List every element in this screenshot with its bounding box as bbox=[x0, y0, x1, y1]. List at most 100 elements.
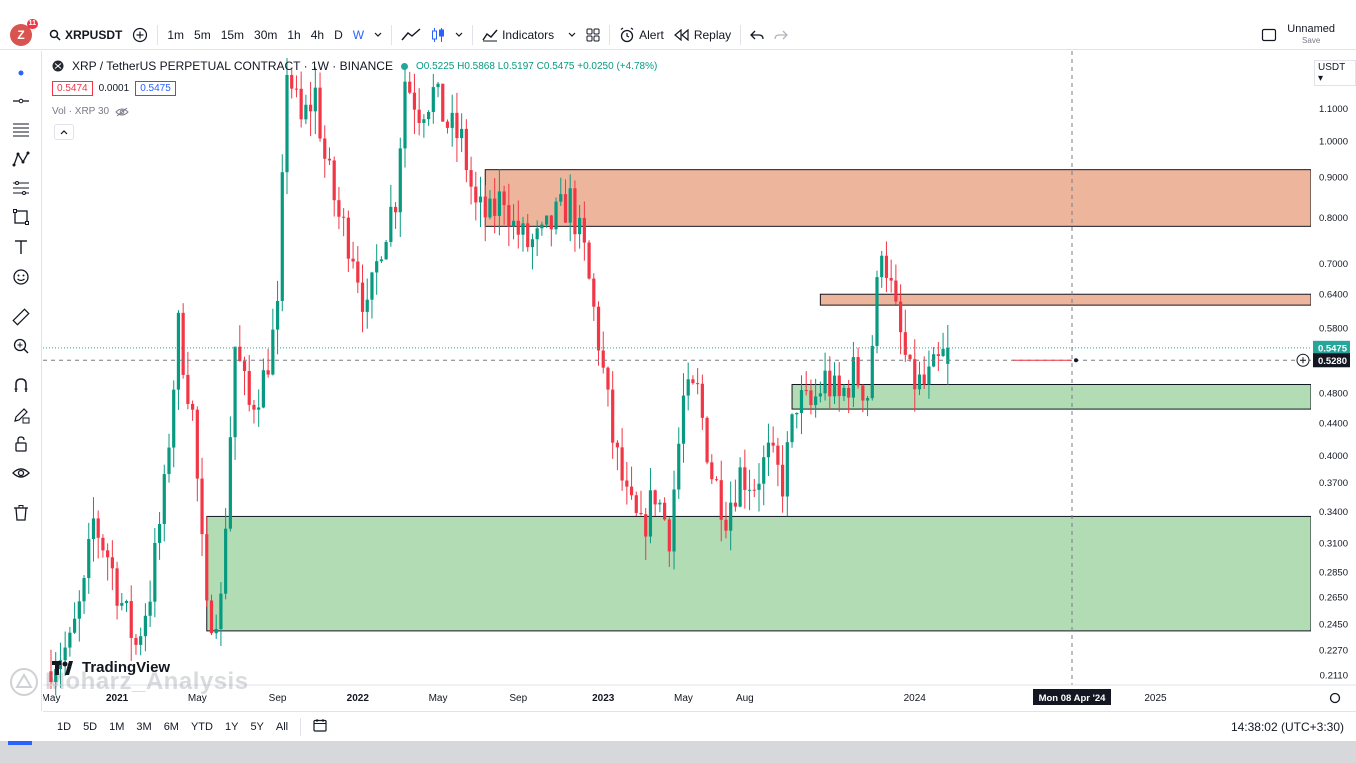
interval-30m-button[interactable]: 30m bbox=[254, 27, 278, 42]
candle-body bbox=[124, 601, 129, 604]
candle-body bbox=[899, 301, 903, 333]
remove-drawings[interactable] bbox=[8, 501, 34, 525]
trend-line-tool[interactable] bbox=[8, 89, 34, 113]
text-tool[interactable] bbox=[8, 235, 34, 259]
candle-body bbox=[511, 220, 516, 227]
layout-name-button[interactable]: Unnamed Save bbox=[1282, 20, 1340, 50]
candle-body bbox=[592, 278, 596, 307]
price-tick-label: 0.2110 bbox=[1320, 671, 1348, 682]
interval-15m-button[interactable]: 15m bbox=[220, 27, 245, 42]
magnet-icon bbox=[14, 378, 28, 392]
interval-1m-button[interactable]: 1m bbox=[167, 27, 185, 42]
fib-tool[interactable] bbox=[8, 118, 34, 142]
range-ytd-button[interactable]: YTD bbox=[190, 720, 213, 733]
cursor-tool[interactable] bbox=[8, 61, 34, 85]
compare-symbol-button[interactable] bbox=[127, 20, 153, 50]
date-range-button[interactable] bbox=[307, 718, 333, 735]
undo-button[interactable] bbox=[745, 20, 769, 50]
hide-drawings[interactable] bbox=[8, 461, 34, 485]
time-tick-label: Sep bbox=[269, 693, 287, 704]
stay-in-drawing-mode[interactable] bbox=[8, 403, 34, 427]
candle-body bbox=[710, 462, 714, 480]
lines-icon bbox=[13, 123, 29, 137]
pattern-tool[interactable] bbox=[8, 147, 34, 171]
candle-body bbox=[880, 255, 884, 278]
price-chart[interactable]: 1.20001.10001.00000.90000.80000.70000.64… bbox=[43, 51, 1356, 711]
candle-body bbox=[285, 74, 289, 173]
shape-tool[interactable] bbox=[8, 205, 34, 229]
candle-body bbox=[823, 370, 827, 394]
low-value: L0.5197 bbox=[497, 60, 534, 72]
candle-body bbox=[832, 375, 837, 397]
time-tick-label: 2023 bbox=[592, 693, 615, 704]
interval-dropdown[interactable] bbox=[369, 20, 387, 50]
range-5d-button[interactable]: 5D bbox=[83, 720, 98, 733]
forecasting-tool[interactable] bbox=[8, 176, 34, 200]
range-1d-button[interactable]: 1D bbox=[57, 720, 72, 733]
price-tick-label: 0.2650 bbox=[1319, 592, 1348, 603]
candle-body bbox=[403, 81, 407, 149]
currency-selector[interactable]: USDT ▾ bbox=[1314, 60, 1356, 86]
interval-w-button[interactable]: W bbox=[352, 27, 365, 42]
indicators-button[interactable]: Indicators bbox=[477, 20, 581, 50]
indicators-icon bbox=[482, 29, 498, 41]
candle-body bbox=[917, 374, 922, 390]
chart-type-dropdown[interactable] bbox=[450, 20, 468, 50]
interval-5m-button[interactable]: 5m bbox=[194, 27, 211, 42]
window-bottom-strip bbox=[0, 741, 1356, 763]
layout-checkbox[interactable] bbox=[1256, 20, 1282, 50]
candle-body bbox=[134, 637, 138, 645]
replay-button[interactable]: Replay bbox=[669, 20, 736, 50]
interval-d-button[interactable]: D bbox=[334, 27, 343, 42]
candle-chart-type-button[interactable] bbox=[426, 20, 450, 50]
range-5y-button[interactable]: 5Y bbox=[250, 720, 264, 733]
clock-timezone[interactable]: 14:38:02 (UTC+3:30) bbox=[1230, 719, 1344, 734]
symbol-title[interactable]: XRP / TetherUS PERPETUAL CONTRACT · 1W ·… bbox=[72, 59, 393, 73]
sell-price-button[interactable]: 0.5474 bbox=[52, 81, 93, 96]
alert-button[interactable]: Alert bbox=[614, 20, 669, 50]
chart-area[interactable]: 1.20001.10001.00000.90000.80000.70000.64… bbox=[10, 51, 1356, 711]
range-1m-button[interactable]: 1M bbox=[109, 720, 125, 733]
lock-icon bbox=[15, 436, 27, 452]
templates-button[interactable] bbox=[581, 20, 605, 50]
settings-gear-icon[interactable] bbox=[1329, 692, 1341, 704]
eye-hidden-icon[interactable] bbox=[115, 107, 129, 117]
line-chart-type-button[interactable] bbox=[396, 20, 426, 50]
candle-body bbox=[889, 277, 893, 281]
xrp-symbol-icon bbox=[52, 60, 64, 72]
candle-body bbox=[290, 74, 294, 89]
price-tick-label: 0.4400 bbox=[1319, 418, 1348, 429]
candle-body bbox=[332, 160, 336, 201]
collapse-legend-button[interactable] bbox=[54, 124, 74, 140]
market-status-dot bbox=[400, 62, 408, 70]
candle-body bbox=[219, 593, 223, 630]
range-1y-button[interactable]: 1Y bbox=[224, 720, 239, 733]
candle-body bbox=[271, 329, 275, 375]
watermark-text: Moharz_Analysis bbox=[45, 668, 249, 695]
volume-label[interactable]: Vol · XRP 30 bbox=[52, 106, 110, 117]
emoji-tool[interactable] bbox=[8, 265, 34, 289]
candle-body bbox=[68, 632, 72, 648]
interval-1h-button[interactable]: 1h bbox=[287, 27, 301, 42]
zoom-tool[interactable] bbox=[8, 334, 34, 358]
candle-body bbox=[139, 636, 143, 645]
range-6m-button[interactable]: 6M bbox=[163, 720, 179, 733]
candle-body bbox=[469, 170, 473, 187]
redo-button[interactable] bbox=[769, 20, 793, 50]
buy-price-button[interactable]: 0.5475 bbox=[135, 81, 176, 96]
candle-body bbox=[181, 312, 185, 375]
measure-tool[interactable] bbox=[8, 305, 34, 329]
range-all-button[interactable]: All bbox=[275, 720, 289, 733]
symbol-search[interactable]: XRPUSDT bbox=[44, 20, 127, 50]
user-avatar[interactable]: Z 11 bbox=[10, 18, 38, 46]
magnet-tool[interactable] bbox=[8, 373, 34, 397]
candle-body bbox=[667, 519, 671, 552]
lock-drawings[interactable] bbox=[8, 432, 34, 456]
candle-body bbox=[814, 396, 818, 406]
interval-4h-button[interactable]: 4h bbox=[310, 27, 325, 42]
candle-body bbox=[842, 387, 846, 397]
candle-body bbox=[502, 191, 506, 206]
candle-body bbox=[417, 109, 421, 123]
range-3m-button[interactable]: 3M bbox=[136, 720, 152, 733]
candle-body bbox=[233, 346, 237, 438]
